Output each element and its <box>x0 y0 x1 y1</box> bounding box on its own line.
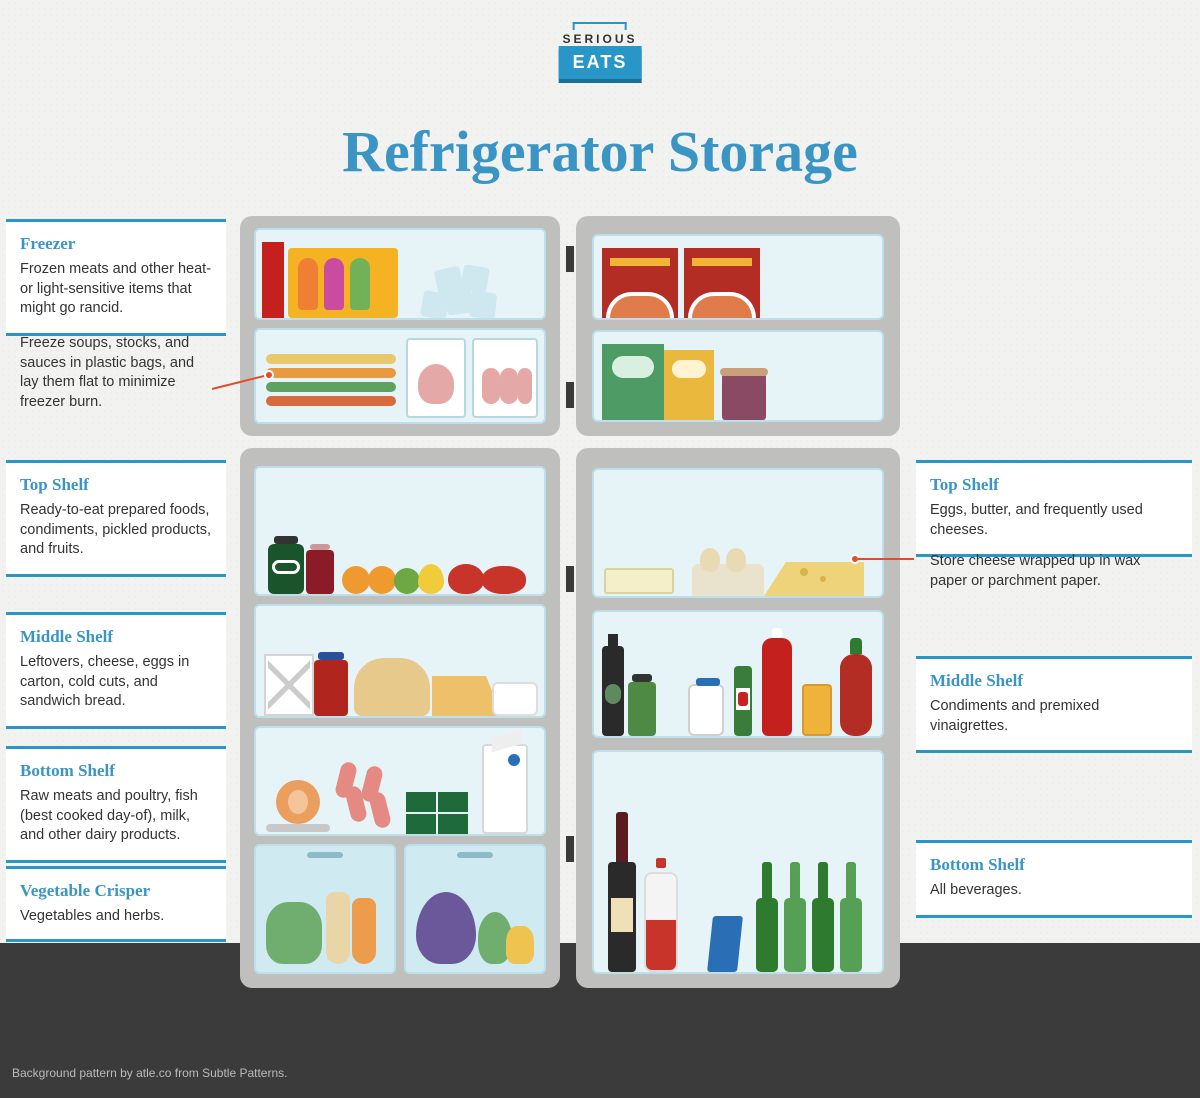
page-title: Refrigerator Storage <box>0 118 1200 185</box>
lime-icon <box>394 568 420 594</box>
carrot-icon <box>352 898 376 964</box>
cheese-wedge-icon <box>786 562 864 596</box>
sauce-jar-icon <box>314 660 348 716</box>
card-title: Top Shelf <box>930 475 1178 495</box>
logo-brand: EATS <box>559 46 642 79</box>
milk-carton-icon <box>482 744 528 834</box>
egg-tray-icon <box>692 564 764 596</box>
door-shelf-middle <box>592 610 884 738</box>
card-topshelf: Top Shelf Ready-to-eat prepared foods, c… <box>6 460 226 577</box>
bread-icon <box>354 658 430 716</box>
beer-bottles-icon <box>756 852 876 972</box>
freezer-door-shelf-upper <box>592 234 884 320</box>
pointer-dot-icon <box>264 370 274 380</box>
frozen-box-icon <box>664 350 714 420</box>
popsicle-box-icon <box>288 248 398 318</box>
ketchup-icon <box>762 638 792 736</box>
card-title: Bottom Shelf <box>20 761 212 781</box>
logo-handle-icon <box>573 22 627 30</box>
tip-cheese: Store cheese wrapped up in wax paper or … <box>916 544 1192 591</box>
soda-can-icon <box>707 916 743 972</box>
sausage-icon <box>338 762 394 832</box>
card-title: Bottom Shelf <box>930 855 1178 875</box>
card-freezer: Freezer Frozen meats and other heat- or … <box>6 219 226 336</box>
card-crisper: Vegetable Crisper Vegetables and herbs. <box>6 866 226 942</box>
mustard-jar-icon <box>802 684 832 736</box>
crisper-drawer-left <box>254 844 396 974</box>
mayo-jar-icon <box>688 684 724 736</box>
card-body: Raw meats and poultry, fish (best cooked… <box>20 787 212 846</box>
logo: SERIOUS EATS <box>559 22 642 79</box>
bottle-icon <box>602 646 624 736</box>
freezer-shelf-upper <box>254 228 546 320</box>
card-body: Ready-to-eat prepared foods, condiments,… <box>20 501 212 560</box>
hinge-icon <box>566 382 574 408</box>
hinge-icon <box>566 246 574 272</box>
card-body: All beverages. <box>930 881 1178 901</box>
meat-bag-icon <box>472 338 538 418</box>
olive-jar-icon <box>628 682 656 736</box>
card-body: Vegetables and herbs. <box>20 907 212 927</box>
card-body: Condiments and premixed vinaigrettes. <box>930 697 1178 736</box>
hinge-icon <box>566 836 574 862</box>
jar-icon <box>306 550 334 594</box>
egg-carton-icon <box>492 682 538 716</box>
door-shelf-top <box>592 468 884 598</box>
card-door-top: Top Shelf Eggs, butter, and frequently u… <box>916 460 1192 557</box>
pizza-box-icon <box>602 248 678 318</box>
card-door-middle: Middle Shelf Condiments and premixed vin… <box>916 656 1192 753</box>
frozen-box-icon <box>602 344 664 420</box>
main-shelf-top <box>254 466 546 596</box>
takeout-box-icon <box>264 654 314 716</box>
eggplant-icon <box>416 892 476 964</box>
flat-bags-icon <box>266 354 396 410</box>
cheese-block-icon <box>432 676 486 716</box>
meat-bag-icon <box>406 338 466 418</box>
card-body: Frozen meats and other heat- or light-se… <box>20 260 212 319</box>
soda-bottle-icon <box>644 840 678 972</box>
refrigerator-diagram <box>240 216 900 988</box>
sriracha-icon <box>840 654 872 736</box>
card-body: Leftovers, cheese, eggs in carton, cold … <box>20 653 212 712</box>
parsnip-icon <box>326 892 350 964</box>
card-bottomshelf: Bottom Shelf Raw meats and poultry, fish… <box>6 746 226 863</box>
card-title: Middle Shelf <box>20 627 212 647</box>
tomato-icon <box>482 566 526 594</box>
hot-sauce-icon <box>734 666 752 736</box>
jar-icon <box>268 544 304 594</box>
fish-plate-icon <box>266 774 330 832</box>
freezer-shelf-lower <box>254 328 546 424</box>
main-shelf-bottom <box>254 726 546 836</box>
yogurt-cups-icon <box>406 790 472 834</box>
butter-icon <box>604 568 674 594</box>
orange-icon <box>368 566 396 594</box>
frozen-package-icon <box>262 242 284 318</box>
tip-freezer: Freeze soups, stocks, and sauces in plas… <box>6 326 226 412</box>
freezer-door-shelf-lower <box>592 330 884 422</box>
ice-cubes-icon <box>416 256 536 318</box>
crisper-drawer-right <box>404 844 546 974</box>
card-title: Freezer <box>20 234 212 254</box>
card-door-bottom: Bottom Shelf All beverages. <box>916 840 1192 918</box>
pepper-icon <box>506 926 534 964</box>
orange-icon <box>342 566 370 594</box>
card-title: Vegetable Crisper <box>20 881 212 901</box>
pointer-line <box>858 558 914 560</box>
tomato-icon <box>448 564 484 594</box>
pizza-box-icon <box>684 248 760 318</box>
card-title: Middle Shelf <box>930 671 1178 691</box>
door-shelf-bottom <box>592 750 884 974</box>
hinge-icon <box>566 566 574 592</box>
wine-bottle-icon <box>608 812 636 972</box>
card-body: Eggs, butter, and frequently used cheese… <box>930 501 1178 540</box>
lemon-icon <box>418 564 444 594</box>
icecream-cup-icon <box>722 374 766 420</box>
footer-credit: Background pattern by atle.co from Subtl… <box>12 1066 287 1080</box>
main-shelf-middle <box>254 604 546 718</box>
card-middleshelf: Middle Shelf Leftovers, cheese, eggs in … <box>6 612 226 729</box>
card-title: Top Shelf <box>20 475 212 495</box>
logo-top-text: SERIOUS <box>559 32 642 46</box>
broccoli-icon <box>266 902 322 964</box>
